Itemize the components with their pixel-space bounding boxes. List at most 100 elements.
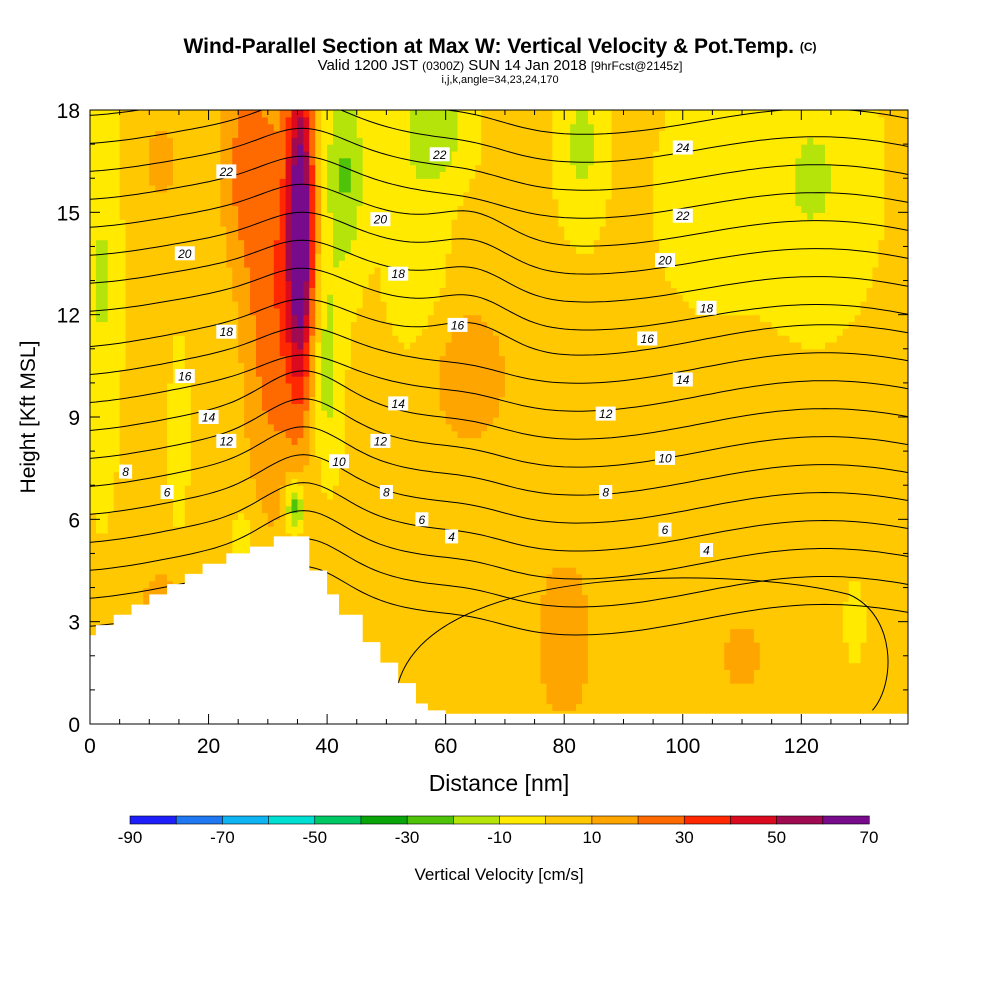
velocity-cell bbox=[706, 110, 713, 316]
contour-label: 18 bbox=[700, 301, 714, 315]
contour-label-bg bbox=[216, 433, 237, 448]
velocity-cell bbox=[481, 110, 488, 323]
velocity-cell bbox=[493, 335, 500, 418]
contour-label: 22 bbox=[219, 165, 234, 179]
velocity-cell bbox=[570, 110, 577, 125]
theta-contour-line bbox=[90, 298, 908, 356]
velocity-cell bbox=[783, 335, 791, 724]
velocity-cell bbox=[753, 669, 761, 724]
velocity-cell bbox=[261, 110, 269, 118]
colorbar-swatch bbox=[360, 815, 408, 825]
velocity-cell bbox=[552, 198, 559, 568]
velocity-cell bbox=[493, 417, 500, 724]
contour-label-bg bbox=[174, 246, 195, 261]
contour-label: 22 bbox=[675, 209, 690, 223]
velocity-cell bbox=[878, 239, 885, 724]
colorbar-swatch bbox=[129, 815, 177, 825]
velocity-cell bbox=[327, 294, 334, 418]
velocity-cell bbox=[635, 110, 642, 724]
velocity-cell bbox=[303, 116, 310, 152]
velocity-cell bbox=[481, 430, 488, 724]
contour-label: 10 bbox=[658, 451, 672, 465]
contour-label: 18 bbox=[392, 267, 406, 281]
terrain bbox=[90, 536, 908, 724]
velocity-cell bbox=[499, 396, 506, 724]
velocity-cell bbox=[297, 116, 304, 145]
contour-label: 16 bbox=[641, 332, 655, 346]
velocity-cell bbox=[694, 110, 702, 316]
colorbar-swatch bbox=[499, 815, 547, 825]
velocity-cell bbox=[261, 410, 269, 514]
velocity-cell bbox=[581, 178, 589, 254]
velocity-cell bbox=[819, 348, 826, 724]
colorbar-swatch bbox=[730, 815, 778, 825]
theta-contour-line bbox=[90, 211, 908, 275]
velocity-cell bbox=[499, 355, 506, 398]
velocity-cell bbox=[167, 485, 174, 582]
velocity-cell bbox=[392, 335, 399, 724]
velocity-cell bbox=[499, 110, 506, 357]
colorbar-swatch bbox=[683, 815, 732, 825]
velocity-cell bbox=[439, 410, 447, 724]
velocity-cell bbox=[647, 110, 654, 724]
velocity-cell bbox=[813, 144, 820, 213]
y-tick-label: 0 bbox=[68, 714, 80, 737]
velocity-cell bbox=[161, 191, 168, 575]
velocity-cell bbox=[279, 430, 287, 486]
velocity-cell bbox=[475, 164, 482, 316]
velocity-cell bbox=[587, 164, 595, 254]
velocity-cell bbox=[172, 110, 180, 336]
terrain-mask bbox=[90, 536, 908, 724]
contour-label-bg bbox=[198, 410, 219, 424]
velocity-cell bbox=[724, 642, 731, 671]
velocity-cell bbox=[653, 150, 660, 241]
velocity-cell bbox=[380, 110, 387, 302]
x-axis-label: Distance [nm] bbox=[429, 770, 570, 796]
contour-label: 14 bbox=[676, 373, 690, 387]
contour-label-bg bbox=[329, 454, 349, 469]
velocity-cell bbox=[848, 662, 856, 724]
velocity-cell bbox=[481, 321, 488, 432]
velocity-cell bbox=[724, 110, 731, 316]
velocity-cell bbox=[736, 628, 743, 684]
velocity-cell bbox=[333, 266, 340, 486]
velocity-cell bbox=[327, 144, 334, 213]
velocity-cell bbox=[439, 171, 447, 288]
velocity-cell bbox=[854, 662, 862, 724]
velocity-cell bbox=[297, 403, 304, 439]
velocity-cell bbox=[463, 191, 470, 316]
velocity-cell bbox=[149, 185, 156, 582]
velocity-cell bbox=[439, 287, 447, 357]
velocity-cell bbox=[581, 594, 589, 684]
velocity-cell bbox=[303, 185, 310, 282]
velocity-cell bbox=[297, 144, 304, 329]
velocity-cell bbox=[777, 335, 785, 724]
contour-label: 20 bbox=[177, 247, 192, 261]
velocity-cell bbox=[866, 110, 874, 288]
velocity-cell bbox=[587, 110, 595, 125]
velocity-cell bbox=[285, 212, 293, 282]
contour-label-bg bbox=[388, 266, 409, 281]
colorbar-swatch bbox=[175, 815, 223, 825]
velocity-cell bbox=[273, 307, 281, 432]
velocity-cell bbox=[285, 341, 293, 384]
velocity-cell bbox=[516, 110, 524, 724]
velocity-cell bbox=[149, 110, 156, 138]
velocity-cell bbox=[291, 164, 299, 316]
velocity-cell bbox=[860, 110, 868, 302]
velocity-cell bbox=[255, 376, 263, 500]
velocity-cell bbox=[273, 239, 281, 309]
velocity-cell bbox=[742, 683, 749, 724]
chart-titles: Wind-Parallel Section at Max W: Vertical… bbox=[0, 36, 1000, 87]
velocity-cell bbox=[232, 301, 239, 520]
velocity-cell bbox=[469, 110, 476, 179]
velocity-cell bbox=[95, 239, 103, 323]
velocity-cell bbox=[297, 519, 304, 534]
velocity-cell bbox=[178, 335, 186, 527]
velocity-cell bbox=[795, 341, 802, 724]
velocity-cell bbox=[659, 260, 666, 724]
velocity-cell bbox=[546, 110, 553, 575]
x-tick-label: 120 bbox=[784, 735, 819, 758]
velocity-cell bbox=[250, 314, 257, 479]
contour-label: 16 bbox=[451, 318, 465, 332]
